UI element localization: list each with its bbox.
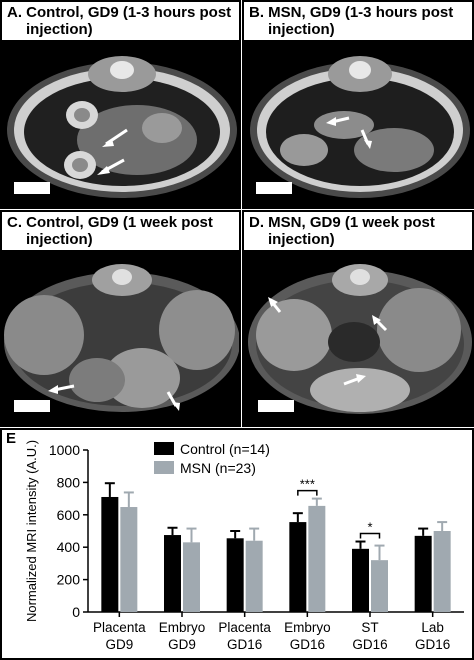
- panel-a-letter: A.: [7, 4, 22, 21]
- panel-c-title-line2: injection): [26, 231, 93, 248]
- bar-control: [226, 538, 244, 612]
- bar-control: [352, 548, 369, 612]
- x-tick-label-line2: GD16: [227, 637, 262, 652]
- panel-b: B. MSN, GD9 (1-3 hours post injection): [242, 0, 474, 209]
- legend-swatch-msn: [154, 461, 174, 474]
- bar-control: [101, 496, 119, 612]
- panel-d-letter: D.: [249, 214, 264, 231]
- bar-control: [289, 522, 307, 612]
- bar-chart: 0 200 400 600 800 1000 Normalized MRI intensit…: [24, 440, 464, 652]
- panel-b-title-line1: MSN, GD9 (1-3 hours post: [268, 4, 454, 21]
- panel-d-title: D. MSN, GD9 (1 week post injection): [244, 212, 472, 252]
- mri-image-d: [244, 250, 472, 425]
- panel-b-title: B. MSN, GD9 (1-3 hours post injection): [244, 2, 472, 42]
- x-tick-label-line1: Embryo: [159, 620, 206, 635]
- panel-d-title-line2: injection): [268, 231, 335, 248]
- bar-msn: [120, 507, 138, 612]
- panel-a: A. Control, GD9 (1-3 hours post injectio…: [0, 0, 241, 209]
- x-tick-label-line2: GD16: [415, 637, 450, 652]
- x-tick-label-line1: Embryo: [284, 620, 331, 635]
- x-tick-label-line1: Placenta: [93, 620, 146, 635]
- y-axis-label: Normalized MRI intensity (A.U.): [24, 440, 39, 622]
- legend-swatch-control: [154, 442, 174, 455]
- x-tick-label-line1: Lab: [421, 620, 444, 635]
- panel-c: C. Control, GD9 (1 week post injection): [0, 210, 241, 427]
- mri-image-b: [244, 40, 472, 207]
- significance-bracket: [297, 489, 318, 496]
- mri-image-c: [2, 250, 239, 425]
- legend-label-control: Control (n=14): [180, 441, 270, 457]
- bar-msn: [183, 542, 200, 612]
- panel-b-letter: B.: [249, 4, 264, 21]
- bar-msn: [433, 531, 451, 612]
- y-tick-label: 400: [57, 539, 81, 555]
- panel-c-title: C. Control, GD9 (1 week post injection): [2, 212, 239, 252]
- x-tick-label-line1: ST: [361, 620, 378, 635]
- bar-msn: [245, 540, 263, 612]
- y-tick-label: 1000: [49, 442, 80, 458]
- scale-bar-d: [258, 400, 294, 412]
- bar-msn: [308, 505, 326, 612]
- y-tick-label: 200: [57, 572, 81, 588]
- panel-a-title: A. Control, GD9 (1-3 hours post injectio…: [2, 2, 239, 42]
- x-tick-label-line2: GD9: [168, 637, 196, 652]
- scale-bar-a: [14, 182, 50, 194]
- legend-label-msn: MSN (n=23): [180, 460, 256, 476]
- bar-control: [414, 535, 432, 612]
- panel-a-title-line1: Control, GD9 (1-3 hours post: [26, 4, 232, 21]
- significance-bracket: [359, 532, 381, 539]
- scale-bar-c: [14, 400, 50, 412]
- x-tick-label-line2: GD9: [105, 637, 133, 652]
- x-tick-label-line2: GD16: [290, 637, 325, 652]
- y-tick-label: 600: [57, 507, 81, 523]
- bar-msn: [371, 560, 388, 612]
- panel-e-letter: E: [6, 430, 17, 447]
- bar-control: [164, 535, 181, 612]
- panel-a-title-line2: injection): [26, 21, 93, 38]
- x-tick-label-line1: Placenta: [218, 620, 271, 635]
- y-tick-label: 800: [57, 474, 81, 490]
- y-tick-label: 0: [72, 604, 80, 620]
- panel-e: E 0 200 400 600 800 1000 Normalized MRI intens…: [0, 428, 474, 660]
- mri-image-a: [2, 40, 239, 207]
- panel-c-title-line1: Control, GD9 (1 week post: [26, 214, 213, 231]
- significance-label: *: [367, 520, 372, 535]
- panel-c-letter: C.: [7, 214, 22, 231]
- significance-label: ***: [300, 477, 315, 492]
- panel-d-title-line1: MSN, GD9 (1 week post: [268, 214, 435, 231]
- panel-d: D. MSN, GD9 (1 week post injection): [242, 210, 474, 427]
- x-tick-label-line2: GD16: [352, 637, 387, 652]
- panel-b-title-line2: injection): [268, 21, 335, 38]
- scale-bar-b: [256, 182, 292, 194]
